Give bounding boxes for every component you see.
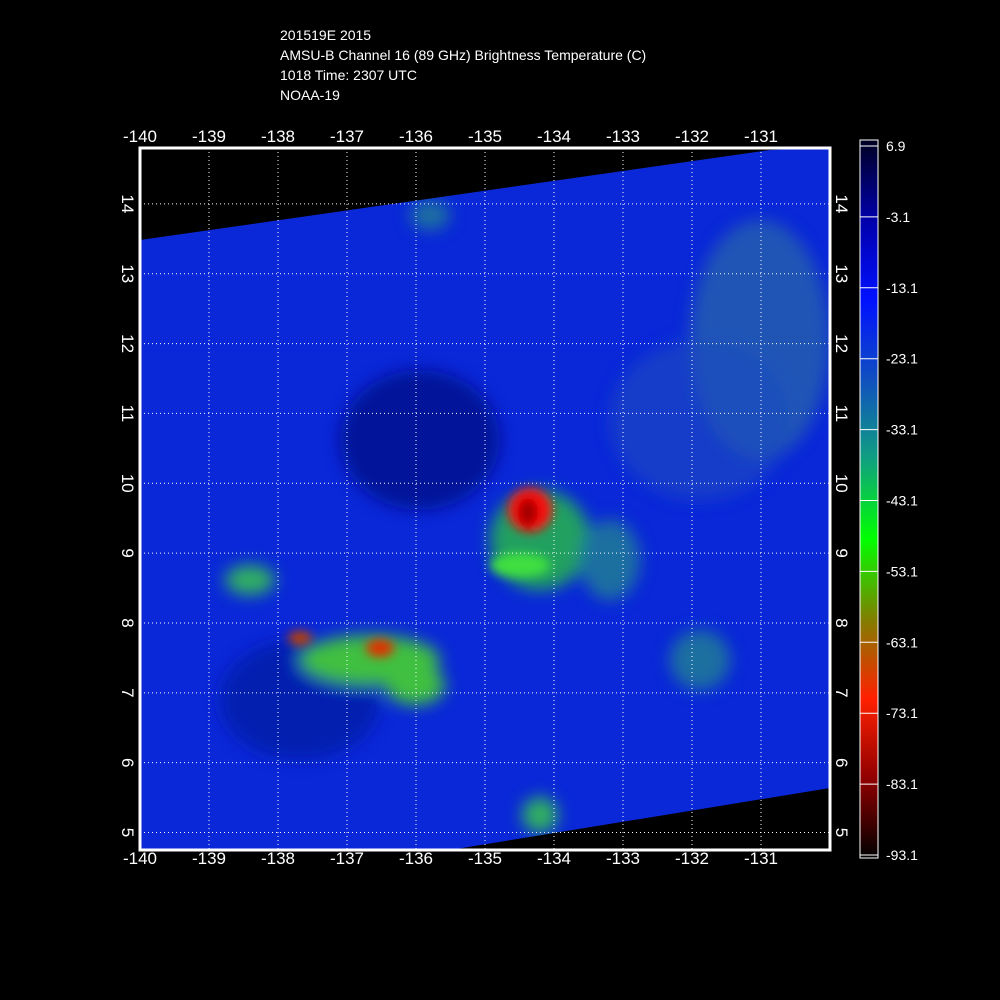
x-tick-label-top: -140 [123,127,157,146]
header-line: NOAA-19 [280,87,340,103]
y-tick-label-right: 14 [832,194,851,213]
y-tick-label-left: 12 [118,334,137,353]
colorbar-tick-label: -53.1 [886,563,918,579]
colorbar-tick-label: 6.9 [886,138,906,154]
grid [139,148,830,850]
map-frame [138,146,832,852]
x-tick-label-bottom: -139 [192,849,226,868]
colorbar-tick-label: -83.1 [886,776,918,792]
header-line: AMSU-B Channel 16 (89 GHz) Brightness Te… [280,47,646,63]
y-tick-label-left: 5 [118,828,137,837]
colorbar-tick-label: -63.1 [886,634,918,650]
y-tick-label-left: 13 [118,264,137,283]
y-tick-label-left: 7 [118,688,137,697]
x-tick-label-top: -137 [330,127,364,146]
colorbar-tick-label: -73.1 [886,705,918,721]
y-tick-label-left: 9 [118,548,137,557]
header: 201519E 2015 AMSU-B Channel 16 (89 GHz) … [280,27,646,103]
x-tick-label-bottom: -137 [330,849,364,868]
colorbar-tick-label: -43.1 [886,493,918,509]
y-tick-label-left: 14 [118,194,137,213]
y-tick-label-left: 8 [118,618,137,627]
colorbar-tick-label: -93.1 [886,847,918,863]
x-tick-label-top: -133 [606,127,640,146]
y-tick-label-right: 10 [832,474,851,493]
x-tick-label-bottom: -134 [537,849,571,868]
colorbar [859,139,879,859]
y-tick-label-right: 7 [832,688,851,697]
x-tick-label-top: -132 [675,127,709,146]
colorbar-tick-label: -33.1 [886,422,918,438]
x-tick-label-bottom: -131 [744,849,778,868]
header-line: 201519E 2015 [280,27,371,43]
colorbar-tick-label: -3.1 [886,209,910,225]
x-tick-label-top: -139 [192,127,226,146]
x-tick-label-top: -131 [744,127,778,146]
y-tick-label-left: 11 [118,405,137,423]
imagery-cores [288,488,552,657]
axis-ticks: -140 -140 -139 -139 -138 -138 -137 -137 -136 -136… [118,127,851,868]
y-tick-label-left: 10 [118,474,137,493]
x-tick-label-top: -134 [537,127,571,146]
x-tick-label-bottom: -133 [606,849,640,868]
y-tick-label-right: 8 [832,618,851,627]
x-tick-label-top: -136 [399,127,433,146]
x-tick-label-bottom: -132 [675,849,709,868]
x-tick-label-top: -138 [261,127,295,146]
y-tick-label-right: 9 [832,548,851,557]
y-tick-label-right: 12 [832,334,851,353]
colorbar-tick-label: -13.1 [886,280,918,296]
y-tick-label-right: 11 [832,405,851,423]
y-tick-label-right: 6 [832,758,851,767]
colorbar-tick-label: -23.1 [886,351,918,367]
colorbar-ticks: 6.9 -3.1 -13.1 -23.1 -33.1 -43.1 -53.1 -63.1 -73… [860,138,918,863]
y-tick-label-right: 5 [832,828,851,837]
x-tick-label-bottom: -138 [261,849,295,868]
y-tick-label-right: 13 [832,264,851,283]
x-tick-label-bottom: -140 [123,849,157,868]
x-tick-label-bottom: -135 [468,849,502,868]
header-line: 1018 Time: 2307 UTC [280,67,417,83]
y-tick-label-left: 6 [118,758,137,767]
x-tick-label-top: -135 [468,127,502,146]
x-tick-label-bottom: -136 [399,849,433,868]
